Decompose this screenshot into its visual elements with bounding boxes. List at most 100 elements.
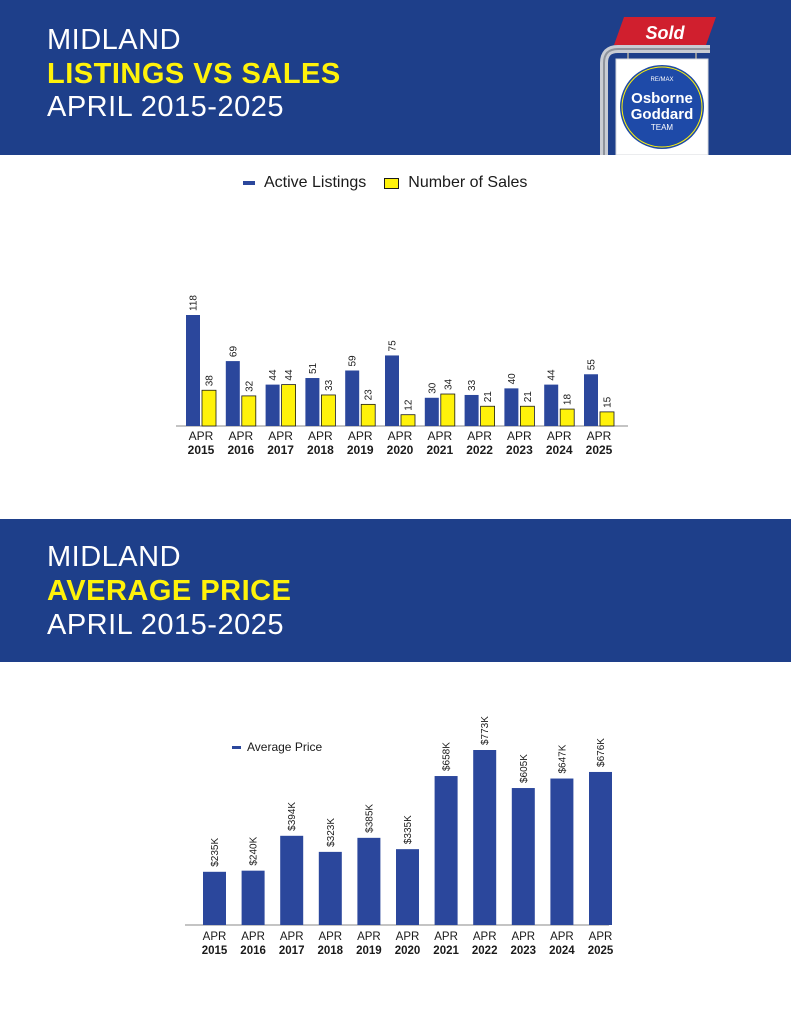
listings-bar [265,384,280,426]
sales-bar [360,403,376,427]
tick-label-month: APR [396,931,420,943]
tick-label-month: APR [348,429,373,443]
tick-label-month: APR [228,429,253,443]
data-label: $323K [326,818,337,847]
data-label: $385K [364,804,375,833]
listings-bar [345,370,360,426]
price-bar [280,835,304,925]
listings-bar [464,394,479,426]
tick-label-month: APR [587,429,612,443]
tick-label-year: 2020 [395,945,421,957]
tick-label-year: 2025 [586,443,613,457]
sales-bar [520,405,535,427]
data-label: 34 [443,378,454,390]
price-bar [318,851,342,925]
tick-label-year: 2015 [202,945,228,957]
tick-label-year: 2019 [347,443,374,457]
data-label: $605K [519,754,530,783]
price-bar [589,771,612,925]
legend-sales-swatch [384,177,400,189]
tick-label-year: 2017 [267,443,294,457]
legend-listings-swatch [243,181,255,185]
data-label: 44 [268,369,279,381]
data-label: 21 [523,391,534,403]
tick-label-year: 2023 [506,443,533,457]
tick-label-month: APR [357,931,381,943]
tick-label-month: APR [473,931,497,943]
sales-bar [480,405,496,427]
price-bar [241,870,265,925]
legend-price-label: Average Price [247,740,323,754]
data-label: 40 [507,373,518,385]
data-label: 51 [308,362,319,374]
price-bar [203,871,226,925]
sold-sign-logo: Sold RE/MAX Osborne Goddard TEAM [600,17,716,155]
data-label: $647K [557,744,568,773]
tick-label-year: 2022 [466,443,493,457]
header-title: AVERAGE PRICE [47,575,292,607]
team-name-2: Goddard [631,106,694,123]
sold-rider [614,17,716,45]
sales-bar [241,395,257,427]
tick-label-year: 2024 [549,945,575,957]
average-price-header: MIDLAND AVERAGE PRICE APRIL 2015-2025 [0,519,791,662]
tick-label-year: 2025 [588,945,614,957]
listings-bar [584,374,598,426]
data-label: $235K [210,838,221,867]
chart1-legend: Active Listings Number of Sales [243,174,527,192]
tick-label-year: 2016 [240,945,266,957]
data-label: 118 [189,295,200,311]
data-label: 23 [364,389,375,401]
data-label: 30 [427,382,438,394]
data-label: 32 [244,380,255,392]
tick-label-year: 2016 [227,443,254,457]
data-label: 15 [603,396,614,408]
data-label: $394K [287,802,298,831]
team-badge [620,65,704,149]
chart2-legend: Average Price [232,740,322,754]
data-label: $658K [442,742,453,771]
data-label: 33 [467,379,478,391]
tick-label-month: APR [388,429,413,443]
data-label: 75 [388,340,399,352]
tick-label-year: 2018 [307,443,334,457]
data-label: $773K [480,716,491,745]
tick-label-year: 2023 [511,945,537,957]
tick-label-month: APR [308,429,333,443]
tick-label-year: 2017 [279,945,305,957]
header-period: APRIL 2015-2025 [47,91,284,123]
listings-bar [385,355,399,426]
data-label: 18 [563,394,574,406]
listings-bar [504,388,519,426]
tick-label-month: APR [268,429,293,443]
data-label: 44 [547,369,558,381]
sales-bar [400,414,416,427]
price-bar [473,750,497,925]
tick-label-month: APR [427,429,452,443]
price-bar [357,837,381,925]
price-bar [434,776,458,925]
tick-label-year: 2021 [426,443,453,457]
header-city: MIDLAND [47,541,182,573]
data-label: 21 [483,391,494,403]
tick-label-year: 2021 [433,945,459,957]
tick-label-month: APR [547,429,572,443]
price-bar [550,778,574,925]
tick-label-month: APR [589,931,613,943]
data-label: 38 [205,375,216,387]
sold-text: Sold [646,23,686,43]
sales-bar [281,384,297,427]
tick-label-month: APR [203,931,227,943]
sales-bar [559,408,575,427]
data-label: 12 [404,399,415,411]
team-name-1: Osborne [631,90,693,107]
tick-label-month: APR [318,931,342,943]
tick-label-year: 2015 [188,443,215,457]
tick-label-year: 2019 [356,945,382,957]
listings-bar [186,315,200,426]
brand-small: RE/MAX [650,77,673,83]
tick-label-month: APR [434,931,458,943]
tick-label-month: APR [507,429,532,443]
sales-bar [599,411,615,427]
